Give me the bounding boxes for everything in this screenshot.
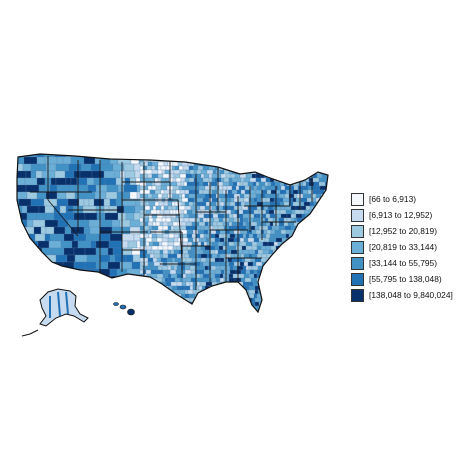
legend-item: [66 to 6,913) <box>351 192 471 208</box>
legend: [66 to 6,913) [6,913 to 12,952) [12,952 to… <box>351 192 471 304</box>
legend-swatch <box>351 241 364 254</box>
alaska-shape <box>39 288 89 327</box>
alaska-islands <box>21 329 39 337</box>
legend-item: [33,144 to 55,795) <box>351 256 471 272</box>
legend-label: [20,819 to 33,144) <box>369 242 437 252</box>
legend-label: [12,952 to 20,819) <box>369 226 437 236</box>
hawaii-inset <box>113 302 135 316</box>
legend-swatch <box>351 209 364 222</box>
legend-swatch <box>351 193 364 206</box>
legend-label: [138,048 to 9,840,024] <box>369 290 453 300</box>
legend-swatch <box>351 225 364 238</box>
legend-item: [138,048 to 9,840,024] <box>351 288 471 304</box>
alaska-inset <box>21 288 89 337</box>
legend-item: [55,795 to 138,048) <box>351 272 471 288</box>
legend-label: [33,144 to 55,795) <box>369 258 437 268</box>
legend-swatch <box>351 289 364 302</box>
legend-label: [6,913 to 12,952) <box>369 210 433 220</box>
legend-item: [6,913 to 12,952) <box>351 208 471 224</box>
legend-item: [12,952 to 20,819) <box>351 224 471 240</box>
legend-item: [20,819 to 33,144) <box>351 240 471 256</box>
legend-label: [66 to 6,913) <box>369 194 417 204</box>
legend-swatch <box>351 273 364 286</box>
legend-label: [55,795 to 138,048) <box>369 274 442 284</box>
us-outline <box>16 153 329 314</box>
legend-swatch <box>351 257 364 270</box>
state-borders <box>30 156 313 290</box>
